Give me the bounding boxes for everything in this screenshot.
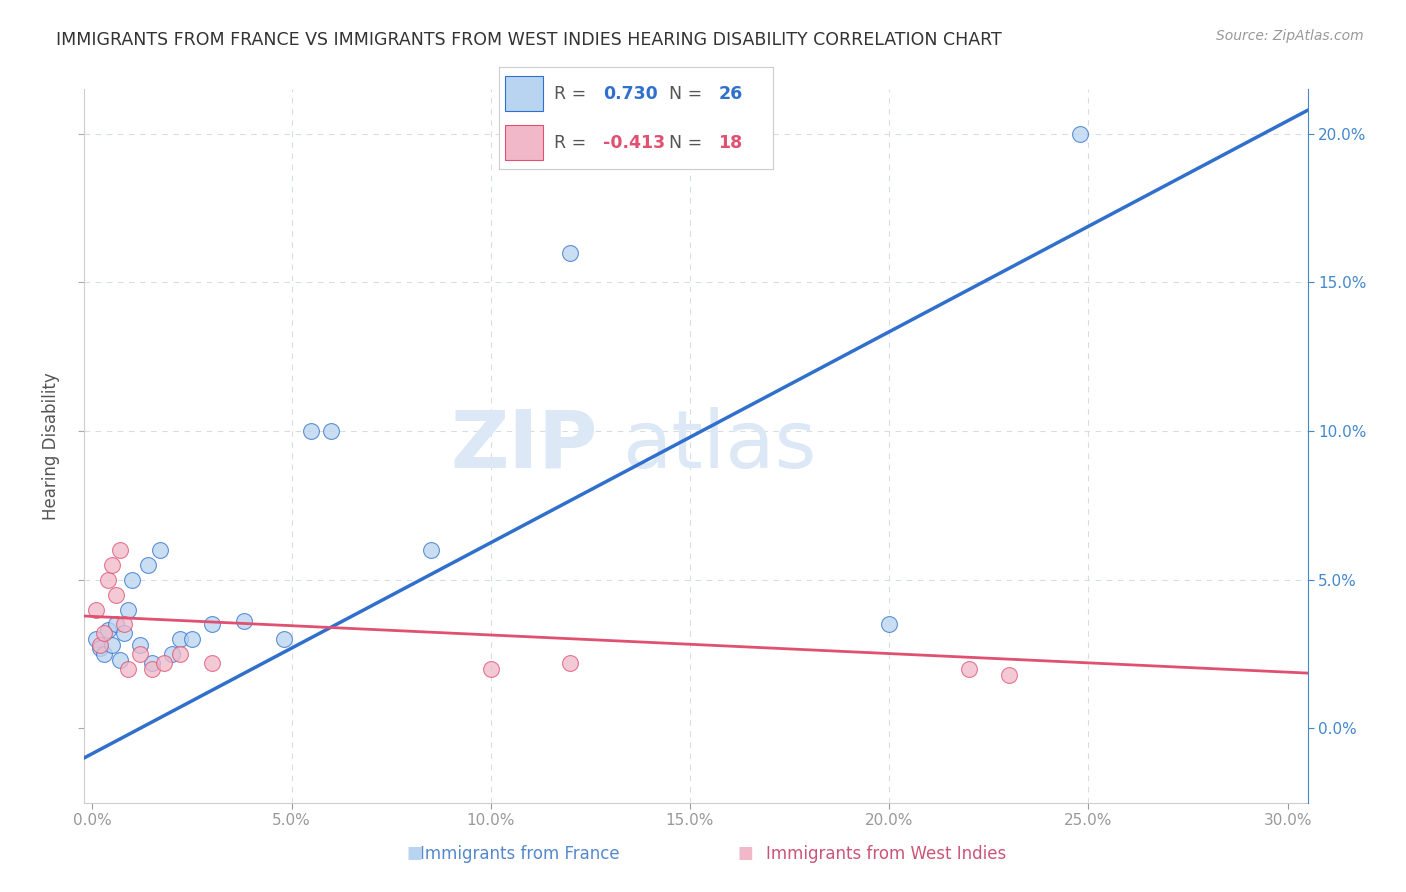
Point [957,662,980,676]
Point [117,662,139,676]
Text: Immigrants from West Indies: Immigrants from West Indies [766,846,1005,863]
Point [129,638,152,652]
Point [479,662,502,676]
Text: N =: N = [658,134,707,152]
Point [273,632,295,647]
Point [101,558,124,572]
Text: Immigrants from France: Immigrants from France [420,846,620,863]
Text: ■: ■ [737,844,754,862]
Text: Source: ZipAtlas.com: Source: ZipAtlas.com [1216,29,1364,43]
Point [105,588,128,602]
Point [86,632,108,647]
Text: 0.730: 0.730 [603,85,658,103]
Text: -0.413: -0.413 [603,134,665,152]
Point [420,543,443,558]
Point [97,573,120,587]
Point [105,617,128,632]
Bar [505,76,543,111]
Point [136,558,159,572]
Point [117,602,139,616]
Point [560,656,582,670]
Point [201,656,224,670]
Text: N =: N = [658,85,707,103]
Point [112,617,135,632]
Point [110,653,132,667]
Point [141,656,163,670]
Point [97,624,120,638]
Point [232,615,254,629]
Bar [505,126,543,161]
Point [93,626,115,640]
Point [89,641,111,656]
Point [169,647,191,661]
Text: 18: 18 [718,134,742,152]
Text: 26: 26 [718,85,742,103]
Point [153,656,176,670]
Point [181,632,204,647]
Text: atlas: atlas [623,407,817,485]
Point [110,543,132,558]
Point [141,662,163,676]
Point [149,543,172,558]
Point [101,638,124,652]
Point [997,668,1019,682]
Point [301,424,323,438]
Point [112,626,135,640]
Point [160,647,183,661]
Text: ZIP: ZIP [451,407,598,485]
Point [877,617,900,632]
Point [169,632,191,647]
Point [321,424,343,438]
Text: IMMIGRANTS FROM FRANCE VS IMMIGRANTS FROM WEST INDIES HEARING DISABILITY CORRELA: IMMIGRANTS FROM FRANCE VS IMMIGRANTS FRO… [56,31,1002,49]
Text: ■: ■ [406,844,423,862]
Point [129,647,152,661]
Point [560,245,582,260]
Point [89,638,111,652]
Point [86,602,108,616]
Point [201,617,224,632]
Point [121,573,143,587]
Text: R =: R = [554,134,592,152]
Point [1069,127,1091,141]
Point [93,647,115,661]
Y-axis label: Hearing Disability: Hearing Disability [42,372,60,520]
Text: R =: R = [554,85,592,103]
